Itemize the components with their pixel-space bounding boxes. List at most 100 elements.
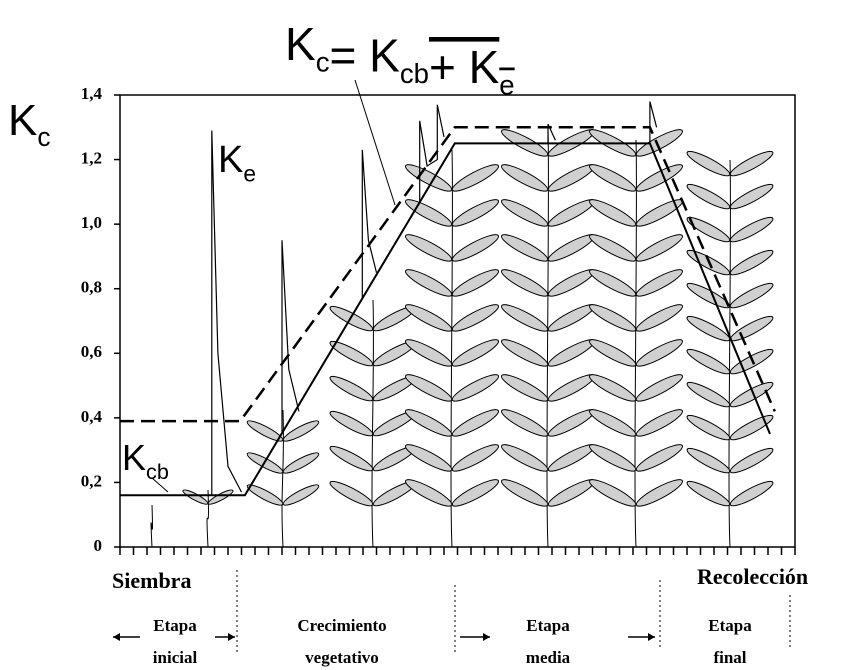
arrow-head (113, 633, 120, 641)
leaf (500, 269, 549, 297)
leaf (686, 414, 731, 441)
leaf (451, 269, 500, 297)
leaf (500, 339, 549, 367)
stage-label: inicial (153, 648, 198, 667)
stem (281, 409, 284, 548)
leaf (207, 489, 234, 505)
leaf (451, 164, 500, 192)
leaf (404, 339, 453, 367)
y-tick-label: 0,6 (81, 342, 102, 361)
leaf (729, 381, 774, 408)
leaf (635, 409, 684, 437)
leaf (404, 304, 453, 332)
leaf (246, 484, 284, 506)
leaf (686, 348, 731, 375)
leaf (404, 164, 453, 192)
leaf (282, 420, 320, 442)
leaf (182, 489, 209, 505)
leaf (635, 339, 684, 367)
label-sub: c (37, 122, 50, 152)
leaf (329, 445, 374, 472)
leaf (686, 150, 731, 177)
leaf (404, 234, 453, 262)
leaf (729, 216, 774, 243)
arrow-head (228, 633, 235, 641)
leaf (729, 480, 774, 507)
leaf (500, 304, 549, 332)
stage-label: vegetativo (305, 648, 379, 667)
leaf (404, 479, 453, 507)
leaf (686, 480, 731, 507)
leaf (686, 183, 731, 210)
leaf (729, 447, 774, 474)
series-line (120, 126, 776, 423)
leaf (588, 374, 637, 402)
stage-label: Etapa (153, 616, 197, 635)
label-main: K (8, 96, 37, 145)
y-tick-label: 1,0 (81, 213, 102, 232)
stage-label: Etapa (526, 616, 570, 635)
leaf (686, 381, 731, 408)
arrow-head (648, 633, 655, 641)
series-line (120, 142, 771, 497)
leaf (729, 183, 774, 210)
leaf (686, 216, 731, 243)
stem (206, 489, 209, 548)
leaf (635, 479, 684, 507)
label-sub: cb (146, 459, 169, 484)
leaf (500, 409, 549, 437)
leaf (588, 164, 637, 192)
label-sub: e (499, 70, 514, 101)
end-label: Recolección (697, 564, 808, 589)
leaf (686, 447, 731, 474)
leaf (729, 150, 774, 177)
leaf (588, 339, 637, 367)
leaf (686, 315, 731, 342)
arrow-head (483, 633, 490, 641)
pointer (354, 79, 396, 206)
leaf (500, 234, 549, 262)
stem (450, 149, 453, 548)
leaf (729, 282, 774, 309)
leaf (729, 414, 774, 441)
ke-label: Ke (218, 139, 256, 187)
leaf (451, 479, 500, 507)
leaf (635, 304, 684, 332)
leaf (451, 409, 500, 437)
leaf (635, 199, 684, 227)
leaf (588, 444, 637, 472)
y-tick-label: 0,2 (81, 471, 102, 490)
leaf (635, 129, 684, 157)
stem (150, 504, 153, 548)
leaf (451, 444, 500, 472)
leaf (404, 269, 453, 297)
leaf (635, 234, 684, 262)
label-main: = K (329, 30, 400, 82)
leaf (635, 374, 684, 402)
leaf (588, 304, 637, 332)
label-main: K (218, 139, 243, 181)
stage-label: media (526, 648, 571, 667)
leaf (451, 339, 500, 367)
leaf (500, 164, 549, 192)
leaf (635, 164, 684, 192)
y-tick-label: 0 (94, 536, 103, 555)
leaf (588, 269, 637, 297)
leaf (635, 269, 684, 297)
label-main: K (122, 437, 146, 478)
leaf (588, 479, 637, 507)
leaf (451, 374, 500, 402)
leaf (500, 444, 549, 472)
y-tick-label: 1,4 (81, 84, 103, 103)
label-sub: c (316, 47, 330, 78)
y-tick-label: 1,2 (81, 148, 102, 167)
leaf (729, 249, 774, 276)
leaf (282, 452, 320, 474)
leaf (451, 199, 500, 227)
leaf (282, 484, 320, 506)
leaf (404, 444, 453, 472)
stage-label: Etapa (708, 616, 752, 635)
stage-label: Crecimiento (297, 616, 386, 635)
leaf (588, 199, 637, 227)
